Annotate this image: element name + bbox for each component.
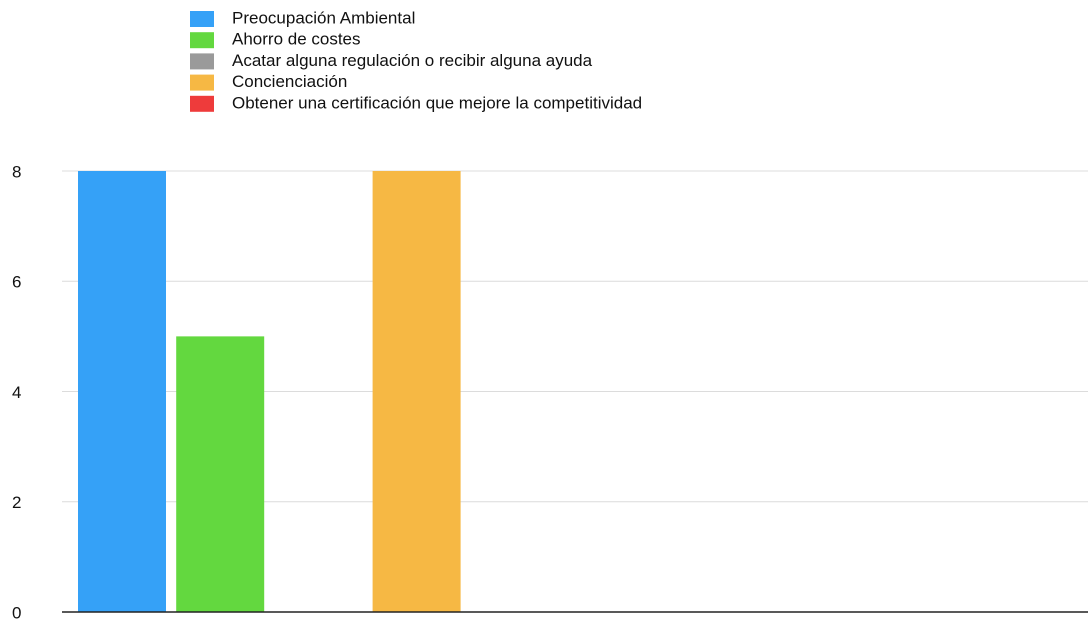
y-tick-label: 2 bbox=[12, 493, 21, 512]
legend-swatch bbox=[190, 32, 214, 49]
bar bbox=[372, 171, 461, 612]
legend-label: Acatar alguna regulación o recibir algun… bbox=[232, 51, 593, 70]
legend-swatch bbox=[190, 95, 214, 112]
legend-label: Preocupación Ambiental bbox=[232, 8, 415, 27]
legend-swatch bbox=[190, 53, 214, 70]
legend-swatch bbox=[190, 74, 214, 91]
y-tick-label: 8 bbox=[12, 162, 21, 181]
y-tick-label: 0 bbox=[12, 603, 21, 620]
y-tick-label: 6 bbox=[12, 273, 21, 292]
bar bbox=[176, 336, 265, 612]
legend-swatch bbox=[190, 11, 214, 27]
legend-label: Obtener una certificación que mejore la … bbox=[232, 93, 642, 112]
bar bbox=[78, 171, 166, 612]
y-tick-label: 4 bbox=[12, 383, 21, 402]
legend-label: Ahorro de costes bbox=[232, 30, 361, 49]
legend-label: Concienciación bbox=[232, 72, 347, 91]
